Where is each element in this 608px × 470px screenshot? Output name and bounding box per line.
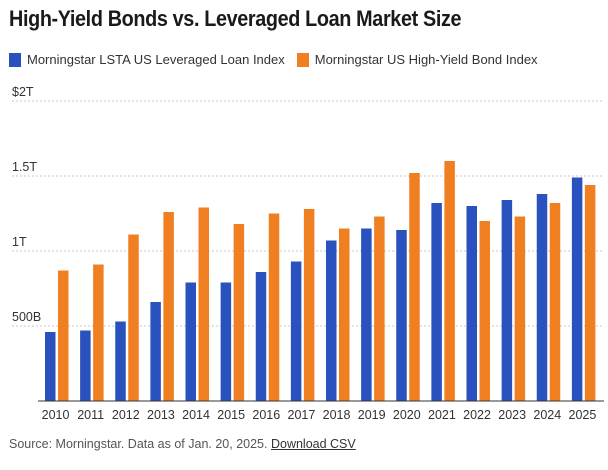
- legend-label-bond: Morningstar US High-Yield Bond Index: [314, 52, 538, 67]
- page-title: High-Yield Bonds vs. Leveraged Loan Mark…: [9, 6, 462, 31]
- legend-label-loan: Morningstar LSTA US Leveraged Loan Index: [27, 52, 285, 67]
- bar-loan: [150, 302, 161, 401]
- x-tick-label: 2018: [323, 408, 351, 422]
- x-tick-label: 2013: [147, 408, 175, 422]
- bar-loan: [466, 206, 477, 401]
- bar-loan: [501, 200, 513, 401]
- x-tick-label: 2023: [498, 408, 526, 422]
- download-csv-link[interactable]: Download CSV: [270, 437, 356, 451]
- bar-bond: [409, 173, 420, 401]
- legend-item-loan: Morningstar LSTA US Leveraged Loan Index: [9, 52, 285, 67]
- bar-loan: [115, 321, 126, 401]
- y-tick-label: 1T: [12, 235, 27, 249]
- x-tick-label: 2022: [463, 408, 491, 422]
- y-tick-label: 1.5T: [12, 160, 37, 174]
- y-tick-label: 500B: [12, 310, 41, 324]
- bar-bond: [339, 228, 350, 401]
- x-tick-label: 2024: [533, 408, 561, 422]
- legend-item-bond: Morningstar US High-Yield Bond Index: [296, 52, 538, 67]
- bar-bond: [374, 216, 385, 401]
- source-text: Source: Morningstar. Data as of Jan. 20,…: [9, 437, 268, 451]
- bar-loan: [571, 177, 583, 401]
- bar-bond: [514, 216, 526, 401]
- source-note: Source: Morningstar. Data as of Jan. 20,…: [9, 437, 356, 451]
- bar-loan: [185, 282, 196, 401]
- bar-bond: [268, 213, 280, 401]
- bar-bond: [479, 221, 490, 401]
- x-tick-label: 2021: [428, 408, 456, 422]
- x-tick-label: 2016: [252, 408, 280, 422]
- x-tick-label: 2025: [569, 408, 597, 422]
- bar-bond: [549, 203, 561, 401]
- bar-loan: [431, 203, 442, 401]
- x-tick-label: 2010: [42, 408, 70, 422]
- x-tick-label: 2012: [112, 408, 140, 422]
- x-tick-label: 2011: [77, 408, 104, 422]
- y-tick-label: $2T: [12, 85, 34, 99]
- bar-loan: [255, 272, 267, 401]
- x-tick-label: 2014: [182, 408, 210, 422]
- bar-bond: [303, 209, 315, 401]
- bar-bond: [233, 224, 245, 401]
- bar-bond: [584, 185, 596, 401]
- bar-bond: [93, 264, 104, 401]
- bar-loan: [536, 194, 548, 401]
- bar-loan: [361, 228, 372, 401]
- chart-legend: Morningstar LSTA US Leveraged Loan Index…: [9, 52, 550, 67]
- legend-swatch-loan: [9, 52, 21, 67]
- bar-loan: [220, 282, 232, 401]
- bar-loan: [396, 230, 407, 401]
- bar-loan: [45, 332, 56, 401]
- x-tick-label: 2015: [217, 408, 245, 422]
- bar-bond: [163, 212, 174, 401]
- bar-loan: [80, 330, 91, 401]
- bar-loan: [326, 240, 337, 401]
- bar-loan: [290, 261, 302, 401]
- x-tick-label: 2020: [393, 408, 421, 422]
- bar-bond: [444, 161, 455, 401]
- x-tick-label: 2017: [288, 408, 316, 422]
- bar-bond: [58, 270, 69, 401]
- bar-bond: [128, 234, 139, 401]
- bar-bond: [198, 207, 209, 401]
- legend-swatch-bond: [296, 52, 309, 67]
- x-tick-label: 2019: [358, 408, 386, 422]
